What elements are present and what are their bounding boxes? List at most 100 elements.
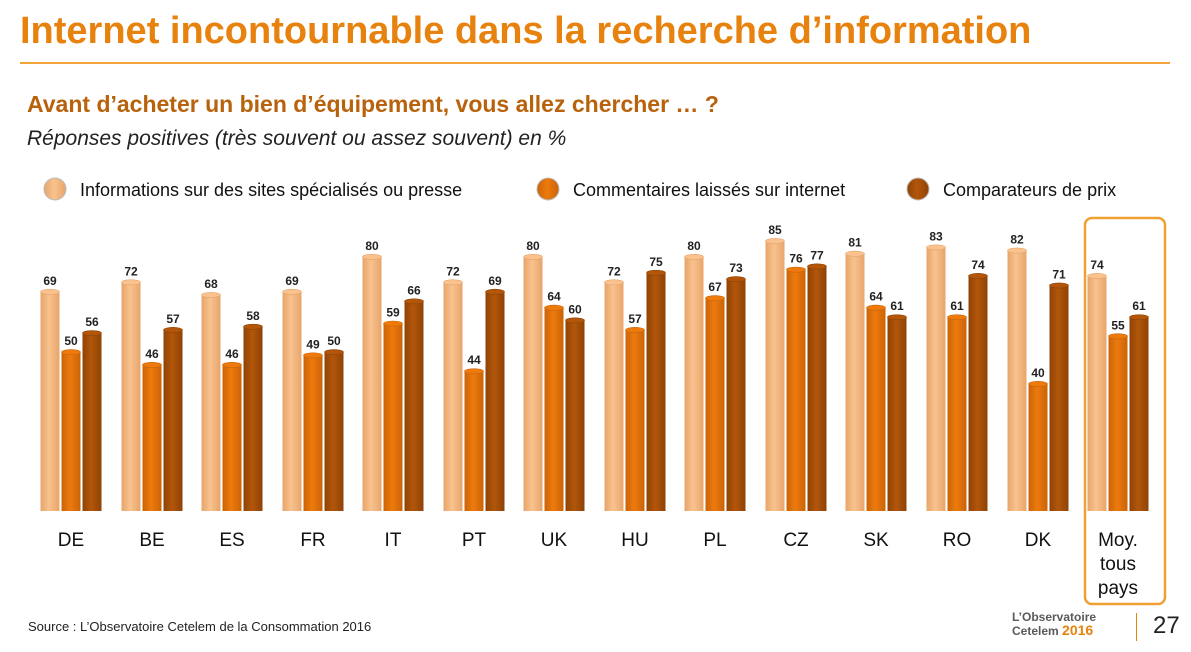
data-label: 80 (365, 239, 379, 253)
bar-chart: Informations sur des sites spécialisés o… (40, 177, 1167, 606)
slide-subtitle: Avant d’acheter un bien d’équipement, vo… (27, 91, 719, 117)
category-label: BE (139, 530, 164, 551)
category-label: UK (541, 530, 568, 551)
bar-cap (646, 269, 666, 276)
bar-cap (40, 288, 60, 295)
data-label: 61 (1132, 299, 1146, 313)
bar-cap (464, 368, 484, 375)
bar-pl-s2 (705, 298, 725, 511)
data-label: 74 (1090, 258, 1104, 272)
data-label: 80 (687, 239, 701, 253)
title-divider (20, 62, 1170, 64)
page-number: 27 (1153, 612, 1180, 639)
data-label: 76 (789, 252, 803, 266)
data-label: 56 (85, 315, 99, 329)
category-label: CZ (783, 530, 809, 551)
bar-cap (485, 288, 505, 295)
source-note: Source : L’Observatoire Cetelem de la Co… (28, 619, 372, 634)
category-label: RO (943, 530, 972, 551)
bar-hu-s1 (604, 282, 624, 511)
bar-cap (1087, 273, 1107, 279)
bar-cap (82, 330, 102, 337)
bar-de-s3 (82, 333, 102, 511)
data-label: 83 (929, 229, 943, 243)
bar-cap (1129, 314, 1149, 321)
data-label: 49 (306, 337, 320, 351)
bar-hu-s3 (646, 272, 666, 511)
cetelem-logo: L’Observatoire Cetelem 2016 (1012, 611, 1127, 643)
bar-cap (604, 279, 624, 286)
logo-separator (1136, 613, 1137, 641)
data-label: 66 (407, 283, 421, 297)
bar-cap (404, 298, 424, 305)
bar-dk-s1 (1007, 250, 1027, 511)
data-label: 80 (526, 239, 540, 253)
logo-line2: Cetelem 2016 (1012, 622, 1127, 638)
data-label: 74 (971, 258, 985, 272)
category-label: PT (462, 530, 487, 551)
bar-cap (726, 276, 746, 283)
bar-cap (142, 361, 162, 368)
bar-pl-s1 (684, 256, 704, 511)
bar-cap (887, 314, 907, 321)
bar-cz-s1 (765, 241, 785, 511)
bar-moytouspays-s3 (1129, 317, 1149, 511)
bar-cap (324, 349, 344, 356)
bar-pt-s3 (485, 291, 505, 511)
bar-uk-s1 (523, 256, 543, 511)
bar-dk-s2 (1028, 383, 1048, 511)
bar-cap (1028, 381, 1048, 387)
legend-marker-2 (536, 177, 560, 201)
bar-ro-s2 (947, 317, 967, 511)
bar-cap (163, 327, 183, 333)
legend-label-1: Informations sur des sites spécialisés o… (80, 180, 462, 200)
bar-cap (565, 317, 585, 324)
data-label: 61 (890, 299, 904, 313)
bar-cap (222, 361, 242, 368)
bar-be-s2 (142, 364, 162, 511)
bar-cap (362, 253, 382, 260)
bar-cap (282, 288, 302, 295)
bar-cz-s2 (786, 269, 806, 511)
data-label: 50 (64, 334, 78, 348)
data-label: 59 (386, 306, 400, 320)
bar-cap (786, 266, 806, 273)
bar-dk-s3 (1049, 285, 1069, 511)
data-label: 69 (488, 274, 502, 288)
bar-cap (121, 279, 141, 286)
legend-marker-1 (43, 177, 67, 201)
category-label: PL (703, 530, 726, 551)
bar-cap (303, 352, 323, 359)
data-label: 57 (628, 312, 642, 326)
bar-cap (201, 292, 221, 298)
bar-it-s2 (383, 323, 403, 511)
bar-ro-s3 (968, 275, 988, 511)
bar-cap (61, 349, 81, 356)
logo-year: 2016 (1062, 622, 1094, 638)
category-label: ES (219, 530, 244, 551)
bar-sk-s1 (845, 253, 865, 512)
data-label: 82 (1010, 233, 1024, 247)
bar-cap (684, 253, 704, 260)
data-label: 81 (848, 236, 862, 250)
data-label: 58 (246, 309, 260, 323)
bar-it-s1 (362, 256, 382, 511)
data-label: 64 (869, 290, 883, 304)
data-label: 68 (204, 277, 218, 291)
bar-cap (243, 323, 263, 330)
data-label: 64 (547, 290, 561, 304)
bar-cap (1007, 247, 1027, 254)
bar-es-s2 (222, 364, 242, 511)
bar-cap (383, 320, 403, 327)
data-label: 72 (124, 264, 138, 278)
data-label: 61 (950, 299, 964, 313)
bar-be-s3 (163, 329, 183, 511)
chart-caption: Réponses positives (très souvent ou asse… (27, 127, 567, 150)
bar-cap (947, 314, 967, 321)
bar-it-s3 (404, 301, 424, 511)
bar-hu-s2 (625, 329, 645, 511)
logo-brand: Cetelem (1012, 624, 1059, 638)
bar-de-s2 (61, 352, 81, 511)
slide-title: Internet incontournable dans la recherch… (20, 10, 1032, 52)
bar-sk-s3 (887, 317, 907, 511)
